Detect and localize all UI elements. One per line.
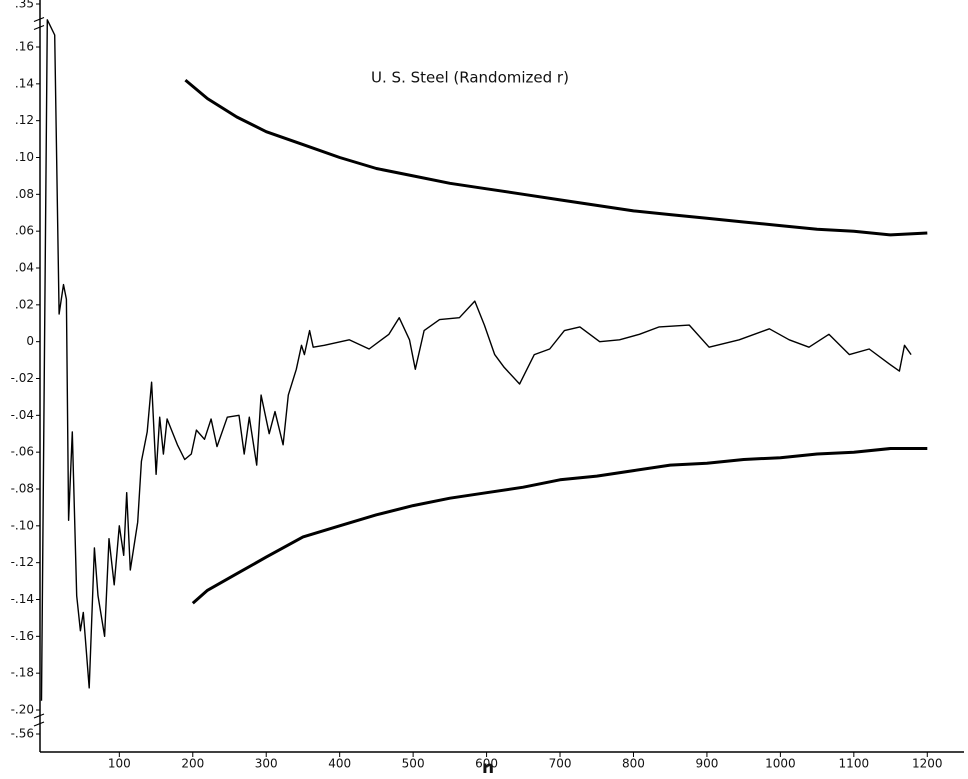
y-tick-label: .10 — [15, 150, 34, 164]
y-tick-label: -.20 — [11, 703, 34, 717]
y-tick-label: .14 — [15, 76, 34, 90]
y-tick-label: 0 — [26, 334, 34, 348]
y-tick-label: -.04 — [11, 408, 34, 422]
y-tick-label: -.18 — [11, 666, 34, 680]
y-tick-label: -.16 — [11, 629, 34, 643]
x-tick-label: 1000 — [765, 757, 796, 771]
y-tick-label: -.02 — [11, 371, 34, 385]
x-tick-label: 700 — [549, 757, 572, 771]
y-tick-label: .08 — [15, 187, 34, 201]
series-line — [40, 19, 912, 701]
x-tick-label: 900 — [695, 757, 718, 771]
y-tick-label: .12 — [15, 113, 34, 127]
y-tick-label: .35 — [15, 0, 34, 11]
y-tick-label: .06 — [15, 224, 34, 238]
y-tick-label: .04 — [15, 261, 34, 275]
y-tick-label: -.12 — [11, 555, 34, 569]
x-tick-label: 200 — [181, 757, 204, 771]
x-tick-label: 100 — [108, 757, 131, 771]
axis-break — [33, 16, 45, 31]
x-tick-label: 400 — [328, 757, 351, 771]
x-tick-label: 800 — [622, 757, 645, 771]
y-tick-label: -.06 — [11, 445, 34, 459]
y-tick-label: -.56 — [11, 727, 34, 741]
chart-title: U. S. Steel (Randomized r) — [371, 69, 569, 87]
x-tick-label: 500 — [402, 757, 425, 771]
axis-break — [33, 713, 45, 727]
x-tick-label: 1100 — [839, 757, 870, 771]
y-tick-label: -.14 — [11, 592, 34, 606]
x-tick-label: 1200 — [912, 757, 943, 771]
series-line — [191, 447, 928, 605]
x-axis-label: n — [482, 758, 494, 778]
y-tick-label: -.10 — [11, 518, 34, 532]
y-tick-label: .02 — [15, 297, 34, 311]
x-tick-label: 300 — [255, 757, 278, 771]
series-line — [184, 78, 928, 237]
x-tick-label: 600 — [475, 757, 498, 771]
y-tick-label: .16 — [15, 40, 34, 54]
y-tick-label: -.08 — [11, 482, 34, 496]
